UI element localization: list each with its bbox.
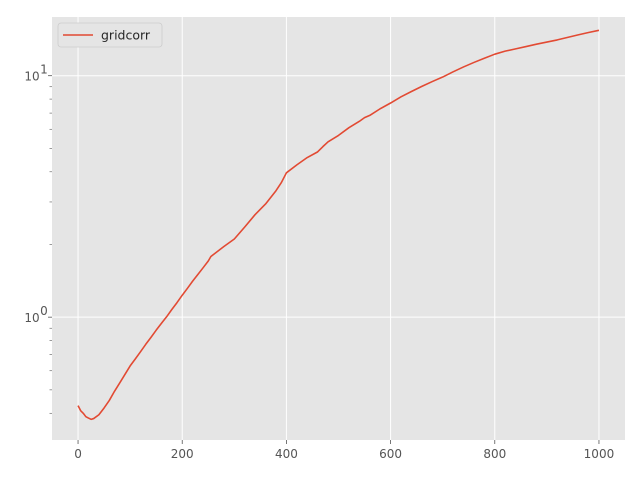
legend-box xyxy=(57,22,163,48)
plot-background xyxy=(52,17,625,440)
legend: gridcorr xyxy=(57,22,163,48)
y-tick-exponent: 0 xyxy=(40,304,48,318)
x-tick-label: 0 xyxy=(74,447,82,461)
y-tick-label: 10 xyxy=(24,70,39,84)
x-tick-label: 600 xyxy=(379,447,402,461)
x-tick-label: 800 xyxy=(483,447,506,461)
x-axis: 0 200 400 600 800 1000 xyxy=(74,440,614,461)
y-minor-ticks xyxy=(49,86,52,414)
y-tick-label: 10 xyxy=(24,311,39,325)
x-tick-label: 200 xyxy=(171,447,194,461)
x-tick-label: 400 xyxy=(275,447,298,461)
grid-lines xyxy=(52,17,625,440)
x-tick-label: 1000 xyxy=(584,447,615,461)
y-tick-exponent: 1 xyxy=(40,63,48,77)
series-line-gridcorr xyxy=(77,29,600,421)
legend-label-gridcorr: gridcorr xyxy=(101,28,151,43)
